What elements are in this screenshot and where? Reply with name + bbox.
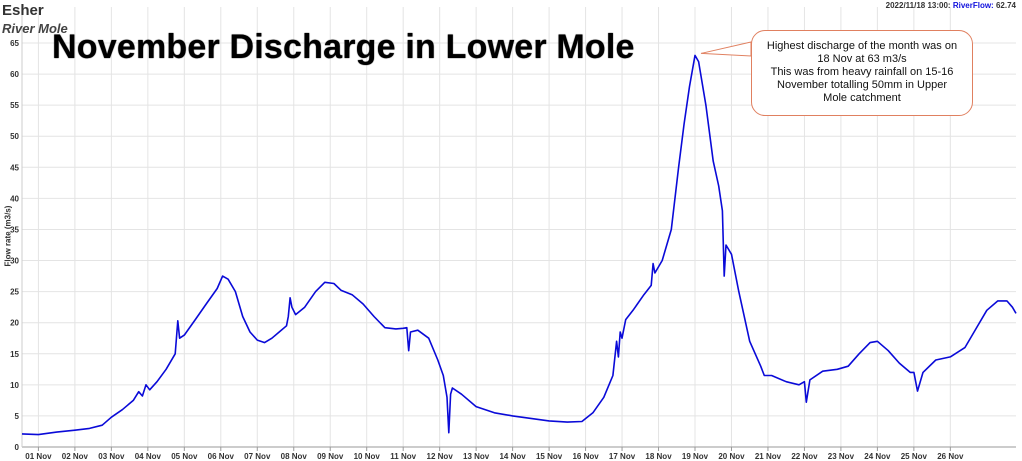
x-tick-label: 23 Nov xyxy=(828,452,855,461)
x-tick-label: 15 Nov xyxy=(536,452,563,461)
y-axis-label: Flow rate (m3/s) xyxy=(3,205,13,267)
x-tick-label: 12 Nov xyxy=(427,452,454,461)
x-tick-label: 22 Nov xyxy=(791,452,818,461)
hover-readout: 2022/11/18 13:00: RiverFlow: 62.74 xyxy=(886,1,1016,10)
x-tick-label: 02 Nov xyxy=(62,452,89,461)
x-tick-label: 10 Nov xyxy=(354,452,381,461)
x-tick-label: 19 Nov xyxy=(682,452,709,461)
x-tick-label: 11 Nov xyxy=(390,452,416,461)
readout-series-label: RiverFlow: xyxy=(952,1,994,10)
x-tick-label: 09 Nov xyxy=(317,452,344,461)
y-tick-label: 50 xyxy=(10,132,19,141)
readout-datetime: 2022/11/18 13:00: xyxy=(885,1,951,10)
x-tick-label: 26 Nov xyxy=(937,452,964,461)
x-tick-label: 08 Nov xyxy=(281,452,308,461)
y-tick-label: 0 xyxy=(15,443,20,452)
x-tick-label: 05 Nov xyxy=(171,452,198,461)
x-tick-label: 01 Nov xyxy=(25,452,52,461)
callout-line: Highest discharge of the month was on 18… xyxy=(766,40,958,65)
y-tick-label: 65 xyxy=(10,39,19,48)
y-tick-label: 55 xyxy=(10,101,19,110)
y-tick-label: 45 xyxy=(10,163,19,172)
y-tick-label: 25 xyxy=(10,288,19,297)
x-tick-label: 14 Nov xyxy=(499,452,526,461)
y-tick-label: 35 xyxy=(10,225,19,234)
x-tick-label: 21 Nov xyxy=(755,452,782,461)
y-tick-label: 20 xyxy=(10,319,19,328)
x-tick-label: 20 Nov xyxy=(718,452,745,461)
x-tick-label: 18 Nov xyxy=(645,452,672,461)
tick-labels: 0 5 10 15 20 25 30 35 40 45 50 55 60 65 01 Nov 02 Nov 03… xyxy=(10,39,964,461)
x-tick-label: 13 Nov xyxy=(463,452,490,461)
x-tick-label: 16 Nov xyxy=(572,452,599,461)
y-tick-label: 40 xyxy=(10,194,19,203)
station-name: Esher xyxy=(2,2,44,19)
series-layer xyxy=(21,54,1017,436)
x-tick-label: 24 Nov xyxy=(864,452,891,461)
x-tick-label: 07 Nov xyxy=(244,452,271,461)
x-tick-label: 04 Nov xyxy=(135,452,162,461)
river-name: River Mole xyxy=(2,21,68,36)
y-tick-label: 15 xyxy=(10,350,19,359)
callout-text: Highest discharge of the month was on 18… xyxy=(767,40,957,104)
y-tick-label: 5 xyxy=(15,412,20,421)
y-tick-label: 60 xyxy=(10,70,19,79)
chart-axes xyxy=(21,7,1016,451)
x-tick-label: 17 Nov xyxy=(609,452,636,461)
callout-pointer xyxy=(700,41,752,57)
callout-line: This was from heavy rainfall on 15-16 No… xyxy=(770,66,954,104)
series-line-riverflow xyxy=(21,54,1017,436)
x-tick-label: 06 Nov xyxy=(208,452,235,461)
x-tick-label: 25 Nov xyxy=(901,452,928,461)
y-tick-label: 30 xyxy=(10,257,19,266)
readout-value: 62.74 xyxy=(995,1,1016,10)
annotation-callout: Highest discharge of the month was on 18… xyxy=(751,30,973,116)
y-tick-label: 10 xyxy=(10,381,19,390)
chart-title: November Discharge in Lower Mole xyxy=(52,28,635,66)
x-tick-label: 03 Nov xyxy=(98,452,125,461)
